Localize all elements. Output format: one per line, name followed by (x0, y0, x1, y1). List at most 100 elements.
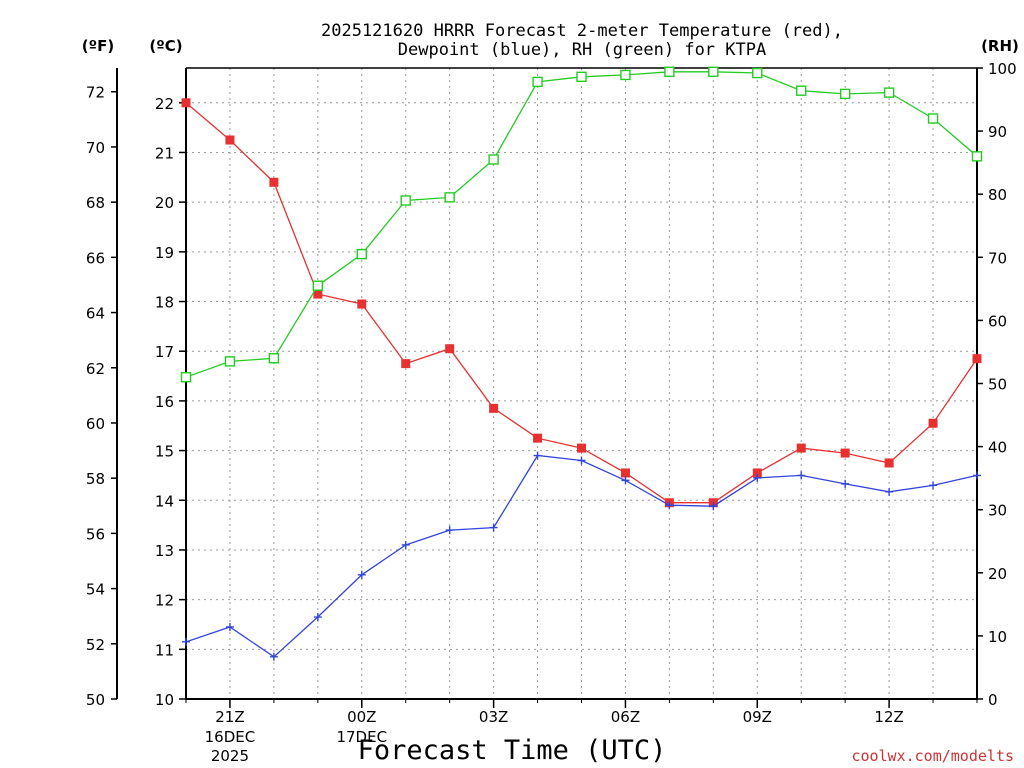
dewpoint-point (885, 487, 894, 496)
celsius-tick-label: 20 (155, 194, 174, 212)
x-tick-label: 00Z (347, 708, 376, 726)
dewpoint-point (401, 540, 410, 549)
rh-point (268, 353, 280, 364)
rh-point (224, 356, 236, 367)
rh-point (620, 69, 631, 81)
dewpoint-point (797, 471, 806, 480)
rh-point (927, 113, 939, 124)
temperature-point (181, 98, 191, 108)
rh-tick-label: 70 (988, 249, 1007, 267)
rh-point (312, 280, 324, 291)
fahrenheit-tick-label: 64 (86, 305, 105, 323)
temperature-point (225, 135, 235, 145)
x-tick-label: 21Z (215, 708, 244, 726)
dewpoint-point (357, 570, 366, 579)
rh-point (708, 66, 719, 77)
dewpoint-point (841, 479, 850, 488)
series-layer (180, 66, 983, 661)
x-tick-label: 09Z (743, 708, 772, 726)
rh-tick-label: 40 (988, 439, 1007, 457)
fahrenheit-tick-label: 68 (86, 194, 105, 212)
celsius-tick-label: 13 (155, 542, 174, 560)
fahrenheit-tick-label: 60 (86, 415, 105, 433)
fahrenheit-tick-label: 70 (86, 139, 105, 157)
celsius-tick-label: 15 (155, 443, 174, 461)
x-date-label: 17DEC (336, 728, 387, 746)
rh-point (400, 195, 411, 206)
temperature-point (269, 177, 279, 187)
rh-tick-label: 80 (988, 186, 1007, 204)
grid-layer (186, 68, 977, 700)
x-tick-label: 06Z (611, 708, 640, 726)
dewpoint-point (621, 476, 630, 485)
rh-point (576, 71, 587, 83)
dewpoint-point (182, 637, 190, 646)
temperature-point (313, 289, 323, 299)
fahrenheit-tick-label: 62 (86, 360, 105, 378)
rh-tick-label: 30 (988, 502, 1007, 520)
x-tick-label: 12Z (874, 708, 903, 726)
celsius-tick-label: 22 (155, 95, 174, 113)
rh-point (971, 151, 983, 162)
fahrenheit-tick-label: 66 (86, 249, 105, 267)
rh-tick-label: 50 (988, 376, 1007, 394)
chart-title-line2: Dewpoint (blue), RH (green) for KTPA (398, 40, 766, 60)
temperature-point (796, 443, 806, 453)
temperature-point (489, 403, 499, 413)
axes-layer: 50 52 54 56 58 60 62 64 66 68 70 72 10 11 12 13 14 15 16 17… (86, 60, 1017, 765)
rh-point (664, 66, 675, 77)
fahrenheit-tick-label: 50 (86, 691, 105, 709)
dewpoint-point (929, 481, 938, 490)
fahrenheit-tick-label: 54 (86, 581, 105, 599)
rh-point (883, 87, 895, 98)
celsius-tick-label: 17 (155, 343, 174, 361)
rh-point (180, 371, 192, 383)
fahrenheit-unit-label: (ºF) (82, 37, 114, 55)
celsius-unit-label: (ºC) (149, 37, 182, 55)
celsius-tick-label: 12 (155, 592, 174, 610)
celsius-tick-label: 16 (155, 393, 174, 411)
dewpoint-point (665, 501, 674, 510)
temperature-point (533, 433, 543, 443)
fahrenheit-tick-label: 58 (86, 470, 105, 488)
celsius-tick-label: 11 (155, 641, 174, 659)
dewpoint-point (445, 526, 454, 535)
dewpoint-point (313, 613, 322, 622)
x-axis-label: Forecast Time (UTC) (358, 735, 667, 766)
rh-tick-label: 100 (988, 60, 1017, 78)
rh-point (488, 154, 499, 165)
temperature-point (577, 443, 586, 453)
temperature-point (752, 468, 762, 478)
x-tick-label: 03Z (479, 708, 508, 726)
fahrenheit-tick-label: 52 (86, 636, 105, 654)
dewpoint-point (533, 451, 542, 460)
rh-point (796, 85, 807, 96)
temperature-point (620, 468, 630, 478)
fahrenheit-tick-label: 72 (86, 84, 105, 102)
dewpoint-point (709, 502, 718, 511)
rh-unit-label: (RH) (981, 37, 1019, 55)
rh-series (180, 66, 983, 383)
dewpoint-point (577, 456, 586, 465)
rh-point (444, 192, 455, 203)
dewpoint-point (269, 652, 278, 661)
celsius-tick-label: 14 (155, 492, 174, 510)
celsius-tick-label: 21 (155, 144, 174, 162)
temperature-point (357, 299, 367, 309)
temperature-point (445, 344, 455, 354)
chart-title-line1: 2025121620 HRRR Forecast 2-meter Tempera… (321, 21, 843, 41)
dewpoint-series (182, 451, 981, 661)
rh-tick-label: 0 (988, 691, 998, 709)
temperature-point (928, 418, 938, 428)
rh-point (839, 88, 851, 100)
rh-tick-label: 20 (988, 565, 1007, 583)
dewpoint-point (489, 523, 498, 532)
rh-point (532, 76, 543, 88)
temperature-point (401, 359, 411, 369)
celsius-tick-label: 18 (155, 294, 174, 312)
temperature-point (972, 354, 982, 364)
rh-tick-label: 90 (988, 123, 1007, 141)
dewpoint-point (753, 473, 762, 482)
celsius-tick-label: 19 (155, 244, 174, 262)
